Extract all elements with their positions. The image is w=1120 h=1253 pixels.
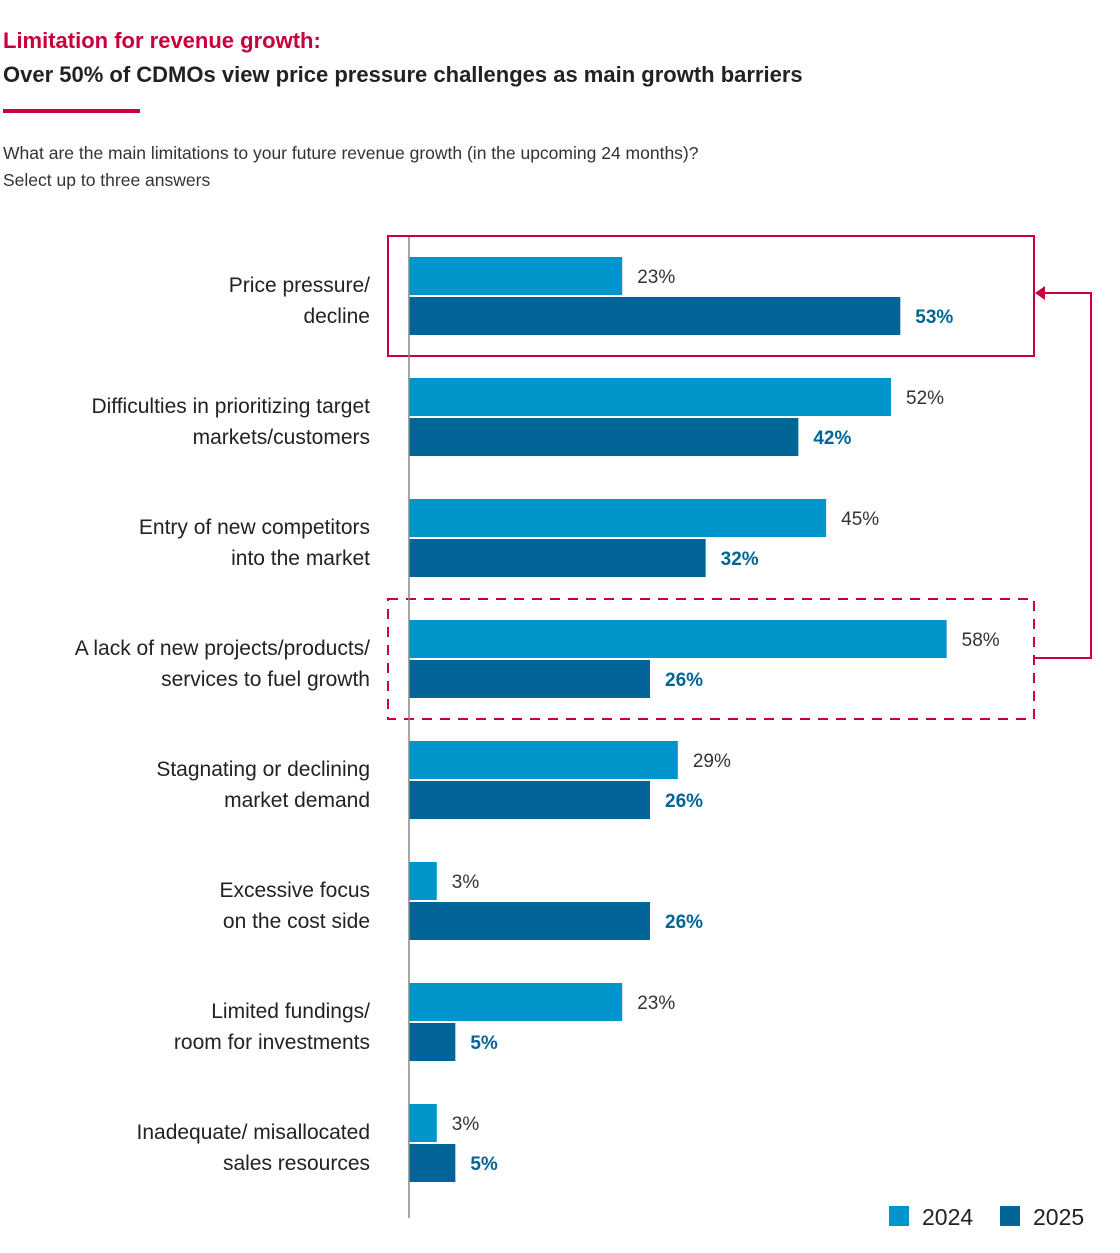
category-label-line: into the market: [231, 547, 370, 570]
category-label-line: Price pressure/: [229, 274, 370, 297]
arrow-connector: [1035, 292, 1092, 659]
value-label-2024: 52%: [906, 388, 944, 409]
value-label-2024: 45%: [841, 509, 879, 530]
question-instruction: Select up to three answers: [3, 170, 211, 190]
category-label-line: on the cost side: [223, 910, 370, 933]
category-label: Inadequate/ misallocated sales resources: [137, 1121, 371, 1175]
category-label: Excessive focus on the cost side: [219, 879, 370, 933]
category-label-line: A lack of new projects/products/: [75, 637, 370, 660]
bar-2025: [409, 418, 799, 456]
bar-2024: [409, 378, 892, 416]
value-label-2025: 5%: [470, 1154, 498, 1175]
category-label: Limited fundings/room for investments: [174, 1000, 370, 1054]
highlight-box-solid: [387, 235, 1035, 357]
value-label-2025: 5%: [470, 1033, 498, 1054]
legend-swatch-2024: [889, 1206, 909, 1226]
bar-2025: [409, 660, 651, 698]
value-label-2024: 3%: [452, 1114, 480, 1135]
bar-2025: [409, 539, 706, 577]
value-label-2024: 23%: [637, 993, 675, 1014]
bar-2024: [409, 862, 437, 900]
value-label-2025: 42%: [813, 428, 851, 449]
value-label-2025: 32%: [721, 549, 759, 570]
category-label-line: decline: [303, 305, 370, 328]
category-label-line: sales resources: [223, 1152, 370, 1175]
value-label-2024: 58%: [962, 630, 1000, 651]
value-label-2025: 26%: [665, 670, 703, 691]
legend-label-2025: 2025: [1033, 1204, 1084, 1230]
category-label-line: market demand: [224, 789, 370, 812]
value-label-2025: 26%: [665, 912, 703, 933]
category-label-line: Stagnating or declining: [156, 758, 370, 781]
value-label-2025: 26%: [665, 791, 703, 812]
chart-title: Over 50% of CDMOs view price pressure ch…: [3, 62, 803, 87]
value-label-2025: 53%: [915, 307, 953, 328]
legend-label-2024: 2024: [922, 1204, 973, 1230]
value-label-2024: 3%: [452, 872, 480, 893]
bar-2025: [409, 1023, 456, 1061]
category-label: Stagnating or declining market demand: [156, 758, 370, 812]
category-label-line: Entry of new competitors: [139, 516, 370, 539]
category-label-line: markets/customers: [193, 426, 370, 449]
arrow-head-icon: [1035, 286, 1045, 300]
bar-2024: [409, 499, 827, 537]
category-label-line: Limited fundings/: [211, 1000, 370, 1023]
category-label: Price pressure/decline: [229, 274, 370, 328]
bar-2025: [409, 781, 651, 819]
bar-2024: [409, 983, 623, 1021]
bar-2024: [409, 257, 623, 295]
bar-2024: [409, 741, 678, 779]
category-label: Difficulties in prioritizing target marke…: [91, 395, 370, 449]
bar-2024: [409, 620, 947, 658]
bar-2025: [409, 1144, 456, 1182]
chart-kicker: Limitation for revenue growth:: [3, 28, 321, 53]
legend-swatch-2025: [1000, 1206, 1020, 1226]
category-label-line: room for investments: [174, 1031, 370, 1054]
category-label-line: Inadequate/ misallocated: [137, 1121, 371, 1144]
question-text: What are the main limitations to your fu…: [3, 143, 699, 163]
value-label-2024: 29%: [693, 751, 731, 772]
category-label-line: services to fuel growth: [161, 668, 370, 691]
value-label-2024: 23%: [637, 267, 675, 288]
title-underline: [3, 109, 140, 113]
highlight-box-dashed: [387, 598, 1035, 720]
category-label: A lack of new projects/products/services…: [75, 637, 370, 691]
bar-2025: [409, 902, 651, 940]
bar-2024: [409, 1104, 437, 1142]
category-label-line: Difficulties in prioritizing target: [91, 395, 370, 418]
bar-2025: [409, 297, 901, 335]
category-label: Entry of new competitors into the market: [139, 516, 370, 570]
category-label-line: Excessive focus: [219, 879, 370, 902]
survey-question: What are the main limitations to your fu…: [3, 140, 699, 194]
